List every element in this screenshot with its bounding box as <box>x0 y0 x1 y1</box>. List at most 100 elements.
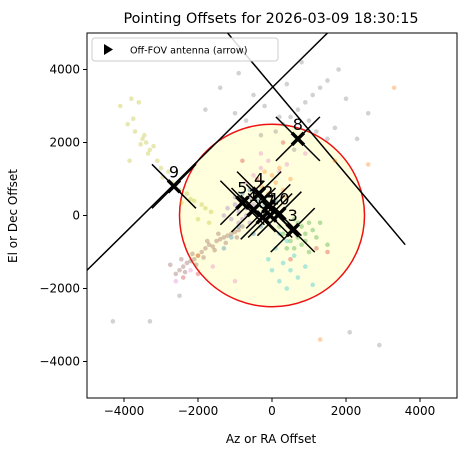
data-point <box>184 191 190 196</box>
legend-entry-label: Off-FOV antenna (arrow) <box>130 46 247 57</box>
data-point <box>184 260 190 266</box>
data-point <box>303 151 308 156</box>
data-point <box>365 162 371 167</box>
data-point <box>251 202 256 207</box>
data-point <box>216 231 221 237</box>
data-point <box>303 264 308 269</box>
antenna-x-marker <box>166 179 182 194</box>
data-point <box>229 235 234 240</box>
data-point <box>142 132 147 138</box>
data-point <box>132 129 138 134</box>
data-point <box>210 264 216 269</box>
data-point <box>273 180 279 185</box>
data-point <box>280 140 286 145</box>
data-point <box>217 236 223 242</box>
legend: Off-FOV antenna (arrow) <box>91 37 279 62</box>
data-point <box>166 169 171 174</box>
data-point <box>306 118 312 123</box>
y-axis-ticks: −4000 −2000 0 2000 4000 <box>39 63 87 369</box>
antenna-label: 3 <box>288 206 298 225</box>
data-point <box>212 247 217 253</box>
data-point <box>199 249 204 255</box>
line-layer <box>87 33 406 271</box>
data-point <box>258 165 264 171</box>
fov-circle-edge <box>178 123 366 308</box>
legend-marker-triangle <box>104 44 113 55</box>
data-point <box>325 136 330 142</box>
y-axis-label: El or Dec Offset <box>6 169 20 263</box>
data-point <box>273 246 279 251</box>
data-point <box>306 249 312 255</box>
data-point <box>251 92 256 98</box>
data-point <box>280 260 286 266</box>
antenna-marker: 5 <box>219 179 265 226</box>
data-point <box>332 125 338 131</box>
data-point <box>188 196 193 202</box>
data-point <box>229 231 234 237</box>
data-point <box>240 224 245 229</box>
data-point <box>240 191 245 196</box>
antenna-label: 8 <box>293 115 303 134</box>
data-point <box>262 103 267 109</box>
data-point <box>193 262 199 268</box>
data-point <box>269 267 275 273</box>
x-tick-label: 0 <box>268 404 276 418</box>
legend-box <box>91 37 279 62</box>
data-point <box>138 142 143 147</box>
data-point <box>291 147 297 153</box>
data-point <box>306 220 312 226</box>
y-tick-label: −4000 <box>39 355 80 369</box>
x-tick-label: −2000 <box>178 404 219 418</box>
data-point <box>232 202 238 207</box>
antenna-label: 2 <box>263 182 273 201</box>
x-axis-label: Az or RA Offset <box>226 432 317 446</box>
data-point <box>295 107 301 112</box>
data-point <box>158 165 164 171</box>
data-point <box>291 216 297 222</box>
data-point <box>251 173 256 178</box>
data-point <box>177 293 182 299</box>
data-point <box>195 216 201 222</box>
chart-title: Pointing Offsets for 2026-03-09 18:30:15 <box>123 11 418 27</box>
data-point <box>188 267 193 273</box>
data-point <box>206 220 212 226</box>
data-point <box>203 107 208 112</box>
y-tick-label: 0 <box>72 209 80 223</box>
data-point <box>210 244 216 249</box>
antenna-x-marker <box>235 195 250 210</box>
data-point <box>240 158 245 164</box>
antenna-label: 4 <box>254 170 264 189</box>
data-point <box>236 227 241 233</box>
data-point <box>110 319 116 324</box>
data-point <box>204 238 210 244</box>
data-point <box>317 85 323 91</box>
data-point <box>192 198 197 204</box>
data-point <box>221 246 227 251</box>
data-point <box>347 330 353 335</box>
data-point <box>243 118 249 123</box>
data-point <box>214 238 219 244</box>
data-point <box>203 246 208 251</box>
data-point <box>145 151 151 156</box>
y-tick-label: 4000 <box>49 63 80 77</box>
data-point <box>147 319 153 324</box>
data-point <box>179 200 184 206</box>
data-point <box>199 202 204 207</box>
data-point <box>332 158 338 164</box>
data-point <box>273 129 279 134</box>
antenna-label: 9 <box>169 162 179 181</box>
data-point <box>206 242 212 247</box>
x-tick-label: 4000 <box>405 404 436 418</box>
x-tick-label: 2000 <box>331 404 362 418</box>
data-point <box>180 275 186 280</box>
antenna-label: 7 <box>265 192 275 211</box>
antenna-x-marker <box>272 206 287 221</box>
data-point <box>284 162 290 167</box>
data-point <box>303 100 308 105</box>
data-point <box>391 85 397 91</box>
antenna-label: 5 <box>237 179 247 198</box>
data-point <box>325 242 330 247</box>
data-point <box>173 271 179 277</box>
